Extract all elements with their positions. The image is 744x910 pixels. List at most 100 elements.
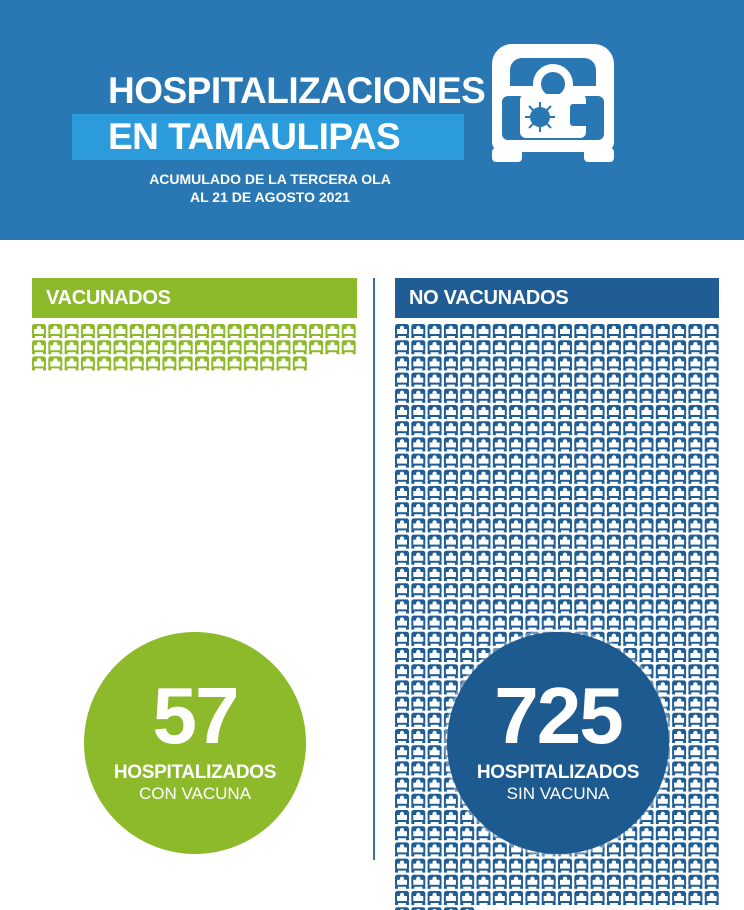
bed-icon xyxy=(476,405,491,419)
bed-icon xyxy=(309,324,324,338)
bed-icon xyxy=(558,372,572,387)
bed-icon xyxy=(574,583,589,598)
bed-icon xyxy=(427,664,442,679)
bed-icon xyxy=(704,777,719,792)
bed-icon xyxy=(32,324,46,338)
bed-icon xyxy=(195,356,209,371)
bed-icon xyxy=(606,858,621,873)
bed-icon xyxy=(129,340,144,355)
unvaccinated-bed-grid xyxy=(395,324,719,910)
bed-icon xyxy=(688,761,703,776)
bed-icon xyxy=(655,793,670,808)
bed-icon xyxy=(655,388,670,403)
bed-icon xyxy=(655,567,670,581)
bed-icon xyxy=(606,631,621,646)
bed-icon xyxy=(688,502,703,517)
bed-icon xyxy=(541,550,556,565)
bed-icon xyxy=(395,372,409,387)
bed-icon xyxy=(655,891,670,905)
bed-icon xyxy=(492,405,507,419)
unvaccinated-count-circle: 725 HOSPITALIZADOS SIN VACUNA xyxy=(447,632,669,854)
bed-icon xyxy=(411,372,426,387)
bed-icon xyxy=(460,486,475,500)
bed-icon xyxy=(395,453,409,468)
bed-icon xyxy=(590,534,605,549)
bed-icon xyxy=(655,518,670,533)
bed-icon xyxy=(623,583,638,598)
bed-icon xyxy=(525,405,540,419)
bed-icon xyxy=(395,469,409,484)
bed-icon xyxy=(574,372,589,387)
bed-icon xyxy=(395,534,409,549)
subtitle-line-2: AL 21 DE AGOSTO 2021 xyxy=(189,189,351,205)
unvaccinated-heading: NO VACUNADOS xyxy=(395,278,719,318)
bed-icon xyxy=(672,437,687,452)
unvaccinated-count: 725 xyxy=(494,671,623,760)
bed-icon xyxy=(704,437,719,452)
bed-icon xyxy=(492,550,507,565)
bed-icon xyxy=(476,437,491,452)
bed-icon xyxy=(590,874,605,889)
bed-icon xyxy=(395,340,409,355)
bed-icon xyxy=(243,356,258,371)
bed-icon xyxy=(623,486,638,500)
bed-icon xyxy=(443,324,458,338)
bed-icon xyxy=(590,502,605,517)
bed-icon xyxy=(509,891,524,905)
bed-icon xyxy=(292,340,307,355)
bed-icon xyxy=(704,388,719,403)
bed-icon xyxy=(639,518,654,533)
bed-icon xyxy=(443,599,458,614)
bed-icon xyxy=(704,583,719,598)
bed-icon xyxy=(395,712,409,727)
bed-icon xyxy=(558,405,572,419)
bed-icon xyxy=(606,534,621,549)
bed-icon xyxy=(704,745,719,760)
bed-icon xyxy=(688,664,703,679)
vaccinated-count: 57 xyxy=(152,671,240,760)
bed-icon xyxy=(574,874,589,889)
bed-icon xyxy=(525,858,540,873)
bed-icon xyxy=(704,793,719,808)
bed-icon xyxy=(395,550,409,565)
bed-icon xyxy=(688,469,703,484)
bed-icon xyxy=(688,388,703,403)
vaccinated-label-1: HOSPITALIZADOS xyxy=(113,762,277,783)
bed-icon xyxy=(427,648,442,662)
bed-icon xyxy=(672,372,687,387)
bed-icon xyxy=(427,761,442,776)
bed-icon xyxy=(541,518,556,533)
bed-icon xyxy=(688,631,703,646)
bed-icon xyxy=(672,502,687,517)
bed-icon xyxy=(395,615,409,630)
bed-icon xyxy=(558,469,572,484)
bed-icon xyxy=(558,874,572,889)
bed-icon xyxy=(525,583,540,598)
bed-icon xyxy=(704,664,719,679)
bed-icon xyxy=(541,324,556,338)
bed-icon xyxy=(639,388,654,403)
bed-icon xyxy=(688,421,703,436)
bed-icon xyxy=(509,356,524,371)
bed-icon xyxy=(460,599,475,614)
bed-icon xyxy=(655,356,670,371)
bed-icon xyxy=(623,469,638,484)
title-highlight-bar xyxy=(72,114,464,160)
bed-icon xyxy=(672,891,687,905)
bed-icon xyxy=(574,421,589,436)
bed-icon xyxy=(492,388,507,403)
bed-icon xyxy=(395,405,409,419)
bed-icon xyxy=(623,631,638,646)
bed-icon xyxy=(541,874,556,889)
bed-icon xyxy=(704,486,719,500)
bed-icon xyxy=(590,388,605,403)
bed-icon xyxy=(606,550,621,565)
bed-icon xyxy=(411,874,426,889)
bed-icon xyxy=(443,437,458,452)
bed-icon xyxy=(211,324,226,338)
bed-icon xyxy=(639,340,654,355)
bed-icon xyxy=(655,680,670,695)
bed-icon xyxy=(558,502,572,517)
bed-icon xyxy=(541,599,556,614)
bed-icon xyxy=(460,826,475,841)
